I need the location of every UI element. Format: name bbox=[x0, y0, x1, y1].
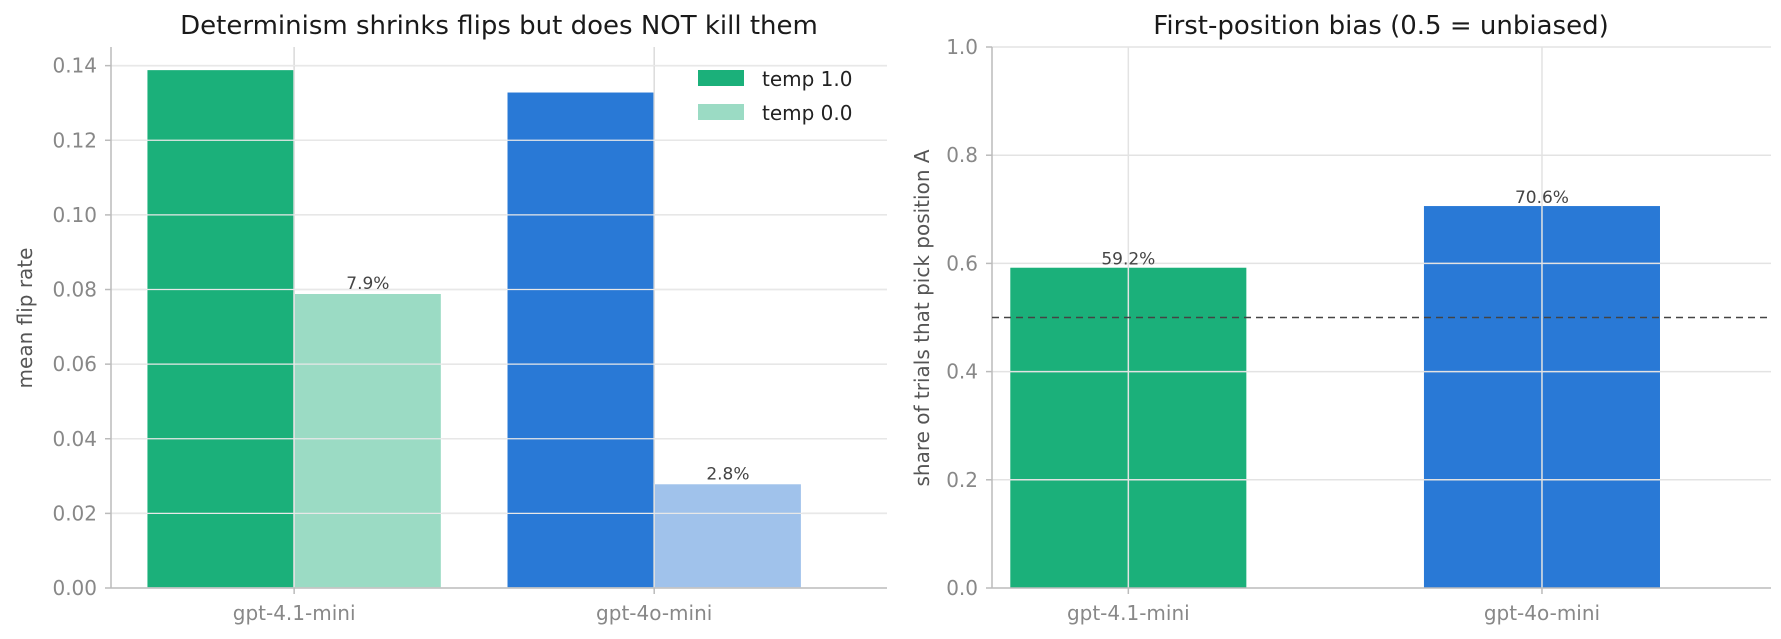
flip-rate-chart: 0.00 0.02 0.04 0.06 0.08 0.10 0.12 0.14 gpt-4.1… bbox=[13, 11, 887, 625]
x-tick-label: gpt-4o-mini bbox=[1484, 601, 1600, 625]
y-tick-label: 0.06 bbox=[52, 352, 97, 376]
y-tick-label: 0.12 bbox=[52, 128, 97, 152]
x-tick-label: gpt-4o-mini bbox=[596, 601, 712, 625]
y-axis-label: share of trials that pick position A bbox=[910, 149, 934, 486]
chart-title: Determinism shrinks flips but does NOT k… bbox=[180, 11, 818, 41]
y-tick-label: 0.14 bbox=[52, 54, 97, 78]
legend-label-temp-1: temp 1.0 bbox=[762, 67, 853, 91]
y-tick-label: 0.00 bbox=[52, 576, 97, 600]
data-label: 70.6% bbox=[1515, 188, 1569, 208]
data-label: 59.2% bbox=[1101, 250, 1155, 270]
y-tick-label: 1.0 bbox=[946, 35, 978, 59]
bar-gpt-4.1-mini-series-0 bbox=[145, 68, 295, 589]
x-tick-label: gpt-4.1-mini bbox=[1067, 601, 1190, 625]
x-tick-label: gpt-4.1-mini bbox=[233, 601, 356, 625]
y-tick-label: 0.04 bbox=[52, 427, 97, 451]
chart-title: First-position bias (0.5 = unbiased) bbox=[1153, 11, 1608, 41]
position-bias-chart: 0.0 0.2 0.4 0.6 0.8 1.0 gpt-4.1-mini gpt-4o-mi… bbox=[910, 11, 1771, 625]
y-tick-label: 0.08 bbox=[52, 278, 97, 302]
data-label: 7.9% bbox=[346, 274, 389, 294]
legend-swatch-temp-1 bbox=[698, 70, 744, 86]
y-tick-label: 0.10 bbox=[52, 203, 97, 227]
y-tick-label: 0.8 bbox=[946, 143, 978, 167]
bar-gpt-4o-mini-series-1 bbox=[653, 482, 803, 589]
y-tick-label: 0.6 bbox=[946, 251, 978, 275]
y-tick-label: 0.2 bbox=[946, 468, 978, 492]
legend: temp 1.0 temp 0.0 bbox=[698, 67, 853, 125]
y-tick-label: 0.4 bbox=[946, 360, 978, 384]
y-axis-label: mean flip rate bbox=[13, 248, 37, 389]
y-tick-label: 0.0 bbox=[946, 576, 978, 600]
legend-swatch-temp-0 bbox=[698, 104, 744, 120]
legend-label-temp-0: temp 0.0 bbox=[762, 101, 853, 125]
data-label: 2.8% bbox=[706, 465, 749, 485]
y-tick-label: 0.02 bbox=[52, 501, 97, 525]
bar-gpt-4.1-mini-series-1 bbox=[293, 292, 443, 589]
